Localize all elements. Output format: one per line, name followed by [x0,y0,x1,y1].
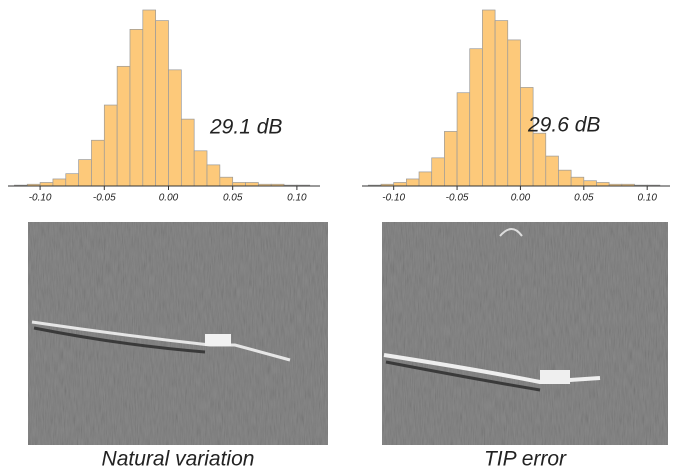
bar [39,182,54,187]
bar [393,182,407,187]
image-left [28,222,328,445]
bar [193,150,208,187]
bar [570,176,585,187]
bar [406,178,420,187]
bar [456,92,471,187]
x-tick-label: 0.05 [574,193,594,204]
x-tick-label: 0.10 [637,193,657,204]
bar [52,178,67,187]
bar [418,171,433,187]
bar [155,20,169,187]
image-right [382,222,668,445]
bar [91,139,105,187]
bar [245,182,259,187]
bar [219,176,234,187]
bar [431,157,445,187]
bar [444,131,458,187]
x-tick-label: -0.05 [446,193,469,204]
bar [168,69,182,187]
bar [520,87,534,187]
bar [545,155,559,187]
bar [469,48,483,187]
bar [583,180,597,187]
x-tick-label: -0.05 [93,193,116,204]
bar [507,39,521,187]
bar [78,159,92,187]
bar [180,118,195,187]
caption: TIP error [484,448,567,471]
bar [482,9,496,187]
bar [206,164,221,187]
bar [494,20,509,187]
bar [129,29,144,187]
bar [65,173,79,187]
x-tick-label: 0.05 [223,193,243,204]
x-tick-label: 0.00 [511,193,531,204]
bar [558,169,572,187]
x-tick-label: 0.00 [159,193,179,204]
bar [116,65,131,187]
bar [103,104,118,187]
bar [532,132,547,187]
caption: Natural variation [102,448,255,471]
x-tick-label: -0.10 [382,193,405,204]
annotation: 29.6 dB [527,114,600,137]
bar [596,182,610,187]
bar [142,9,157,187]
annotation: 29.1 dB [209,116,282,139]
x-tick-label: -0.10 [29,193,52,204]
x-tick-label: 0.10 [287,193,307,204]
bar [232,182,246,187]
